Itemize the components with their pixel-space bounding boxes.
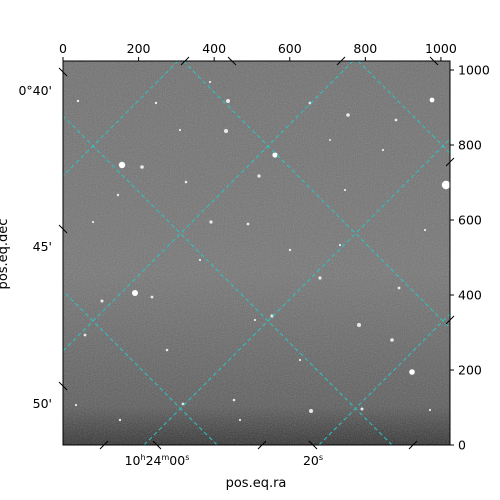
world-tick-mark [58,381,68,391]
x-tick-label: 400 [202,41,226,56]
world-tick-mark [429,56,439,66]
world-tick-mark [257,440,267,450]
star [224,129,228,133]
star [165,348,169,352]
star [308,101,312,105]
world-tick-mark [180,56,190,66]
ra-label-2: 20s [303,453,323,468]
star [226,99,230,103]
star [272,152,278,158]
star [309,409,313,413]
grid-line [63,115,393,445]
y-tick-label: 1000 [458,63,490,78]
dec-tick-label: 50' [33,396,52,411]
star [154,101,158,105]
dec-tick-label: 0°40' [18,83,52,98]
dec-tick-label: 45' [33,239,52,254]
star [83,333,87,337]
y-tick-label: 200 [458,363,482,378]
y-tick-label: 0 [458,438,466,453]
star [423,228,427,232]
grid-line [143,138,450,445]
star [329,139,331,141]
star [257,174,261,178]
star [91,220,95,224]
star [238,418,242,422]
world-tick-mark [152,440,162,450]
grid-line [63,61,354,352]
star-field [74,80,450,422]
x-tick-label: 600 [278,41,302,56]
world-tick-mark [308,440,318,450]
star [132,290,138,296]
pixel-axis-ticks: 0 200 400 600 800 1000 0 200 400 600 800 1000 [59,41,490,453]
star [394,118,398,122]
star [409,369,415,375]
sky-image [63,61,450,445]
x-tick-label: 200 [127,41,151,56]
star [338,243,342,247]
star [184,180,188,184]
star [441,180,450,190]
star [118,418,122,422]
star [357,323,361,327]
world-tick-mark [408,440,418,450]
star [76,99,80,103]
star [246,222,250,226]
star [429,97,435,103]
world-axis-ticks [58,56,455,450]
star [298,358,302,362]
plot-frame [62,60,451,446]
x-tick-label: 800 [353,41,377,56]
star [346,113,350,117]
star [253,318,257,322]
star [390,338,394,342]
star [318,276,322,280]
x-axis-title: pos.eq.ra [226,476,287,491]
star [428,408,432,412]
star [74,403,78,407]
star [209,220,213,224]
y-tick-label: 800 [458,138,482,153]
star [140,165,144,169]
world-tick-mark [445,315,455,325]
y-tick-label: 400 [458,288,482,303]
x-tick-label: 0 [59,41,67,56]
star [116,193,120,197]
grid-line [182,61,450,329]
star [381,148,385,152]
coordinate-grid [63,61,450,445]
world-tick-mark [445,157,455,167]
x-tick-label: 1000 [425,41,457,56]
world-tick-mark [99,440,109,450]
star [360,407,364,411]
star [178,128,182,132]
star [397,286,401,290]
world-tick-mark [336,56,346,66]
star [118,161,126,169]
ra-tick-label: 20s [303,453,323,468]
star [270,314,274,318]
star [343,188,347,192]
ra-tick-label: 10h24m00s [125,453,190,468]
star [208,80,212,84]
world-tick-mark [227,56,237,66]
ra-label-1: 10h24m00s [125,453,190,468]
star [288,248,292,252]
star [100,299,104,303]
world-tick-mark [58,224,68,234]
star [232,398,236,402]
grid-line [63,61,179,177]
y-axis-title: pos.eq.dec [0,219,11,290]
grid-line [357,61,450,154]
world-tick-mark [58,67,68,77]
star [150,295,154,299]
y-tick-label: 600 [458,213,482,228]
star [198,258,202,262]
